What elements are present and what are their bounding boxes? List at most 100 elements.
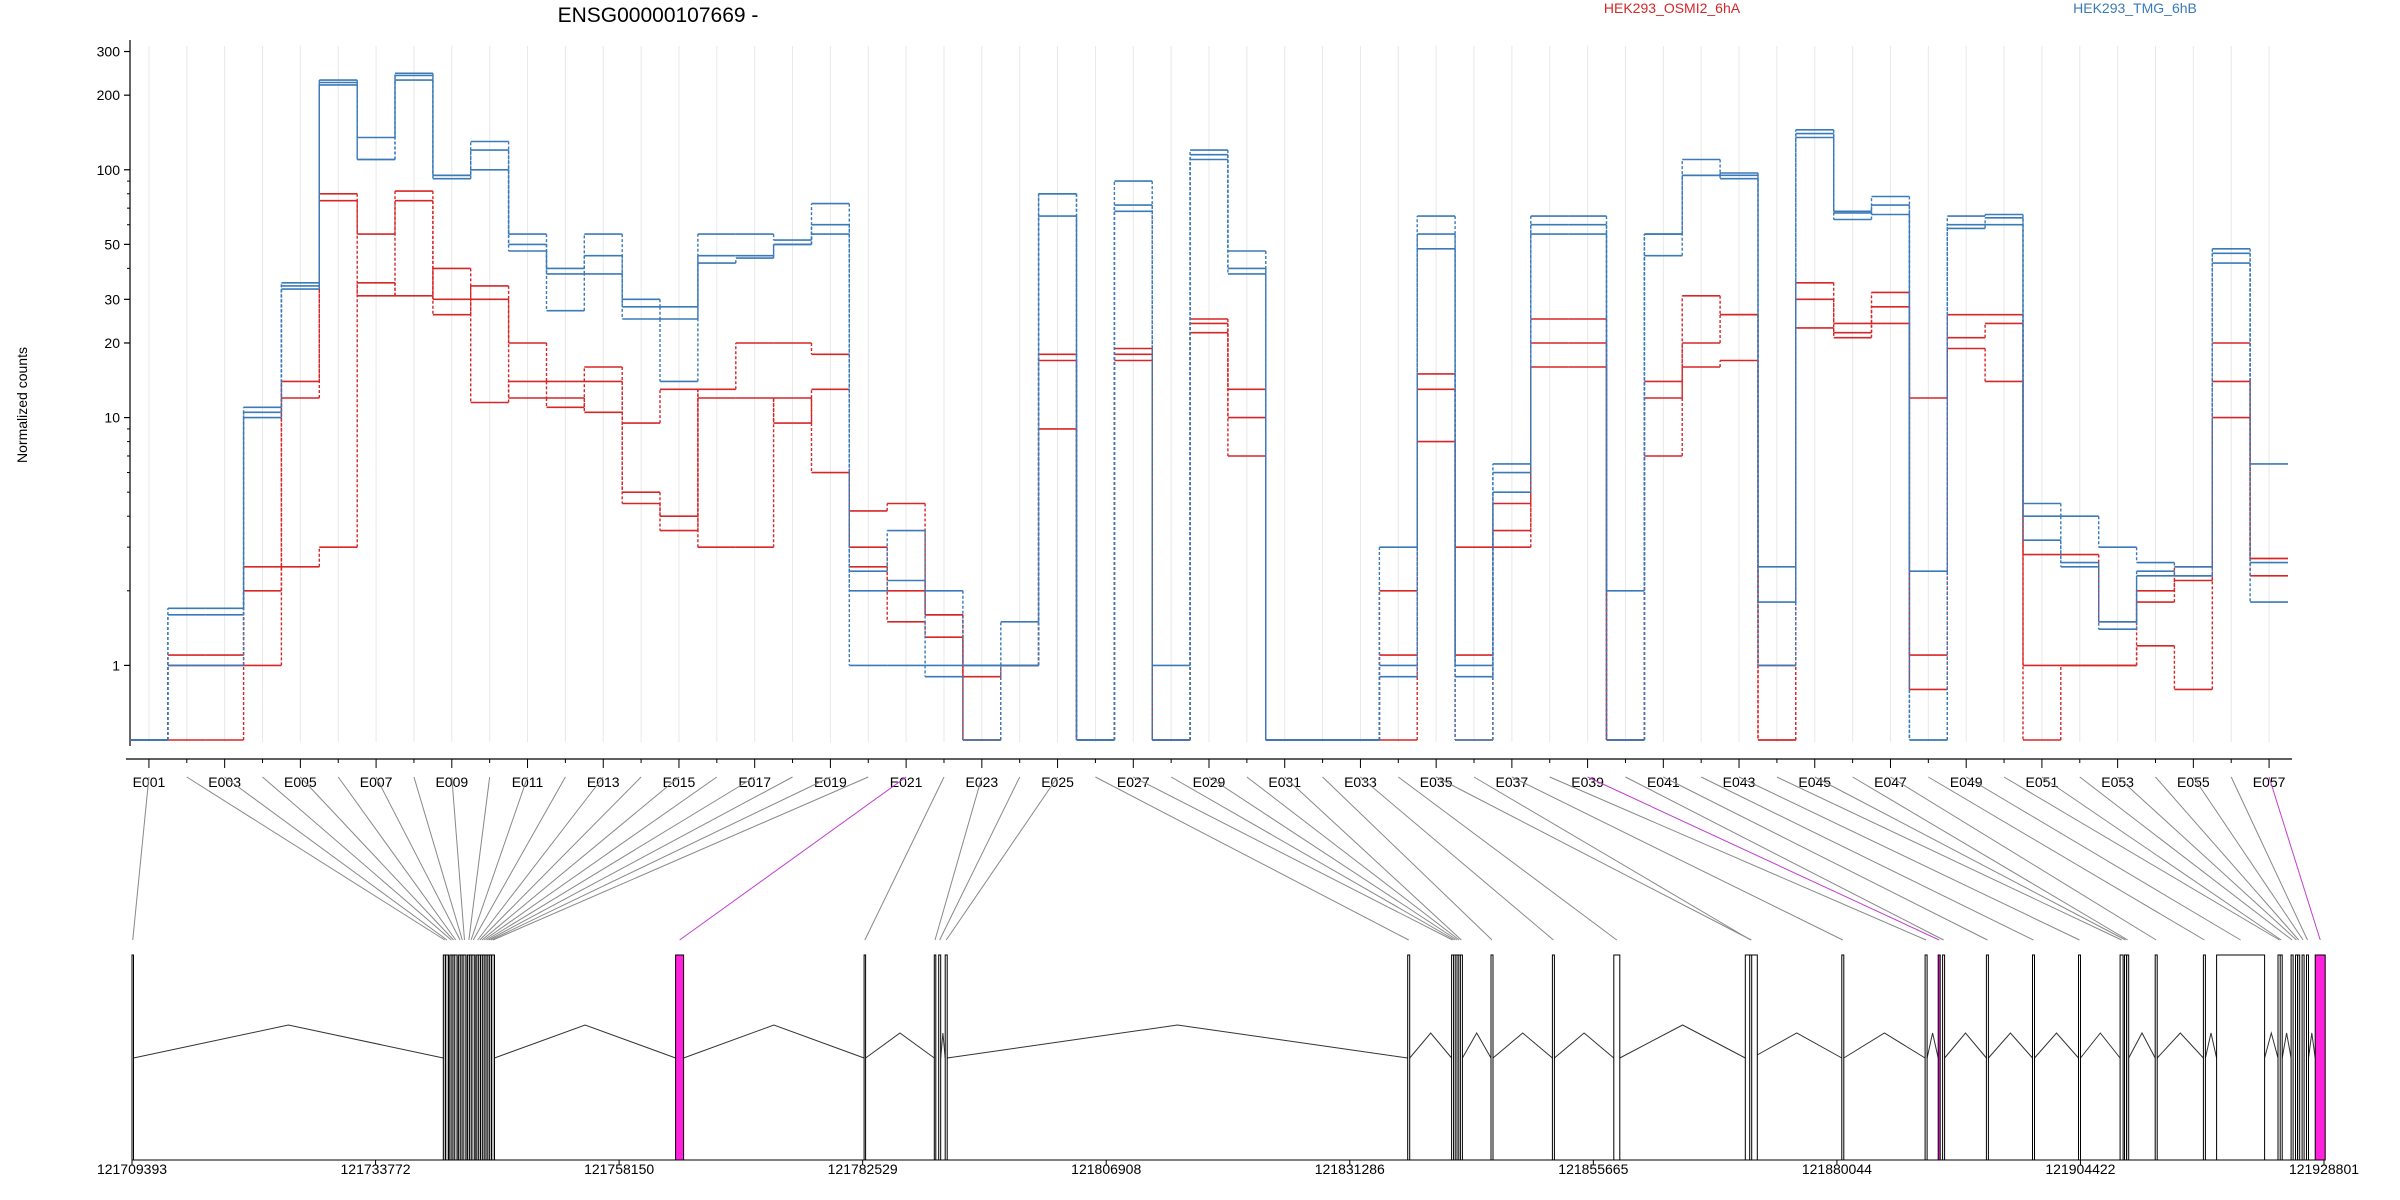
- genome-tick-label: 121806908: [1071, 1161, 1141, 1177]
- intron-line: [1944, 1032, 1987, 1059]
- exon-block: [471, 954, 476, 1161]
- connector-line: [1170, 776, 1456, 941]
- connector-line: [1133, 776, 1453, 941]
- intron-line: [940, 1032, 946, 1059]
- genome-tick-label: 121928801: [2289, 1161, 2359, 1177]
- connector-line: [262, 776, 452, 941]
- intron-line: [2204, 1032, 2218, 1059]
- x-tick-label: E013: [587, 774, 620, 790]
- exon-block: [1841, 954, 1845, 1161]
- connector-line: [2230, 776, 2308, 941]
- exon-block: [2119, 954, 2124, 1161]
- genome-axis: 121709393 121733772 121758150 121782529 1218…: [97, 1159, 2359, 1177]
- exon-block: [2279, 954, 2283, 1161]
- exon-block: [2126, 954, 2130, 1161]
- connector-line: [1397, 776, 1618, 941]
- x-tick-label: E051: [2026, 774, 2059, 790]
- exon-block: [453, 954, 458, 1161]
- exon-block: [2216, 954, 2266, 1161]
- connector-line: [477, 776, 604, 941]
- connector-line: [413, 776, 463, 941]
- intron-line: [2034, 1032, 2079, 1059]
- connector-line: [1663, 776, 1988, 941]
- exon-block: [1457, 954, 1461, 1161]
- intron-line: [1461, 1031, 1492, 1059]
- connector-line: [1473, 776, 1751, 941]
- connector-line: [1360, 776, 1554, 941]
- x-tick-label: E049: [1950, 774, 1983, 790]
- x-tick-label: E033: [1344, 774, 1377, 790]
- x-tick-label: E043: [1723, 774, 1756, 790]
- connector-line: [2117, 776, 2297, 941]
- connector-line: [472, 776, 566, 941]
- connector-line: [1095, 776, 1409, 941]
- intron-line: [1988, 1032, 2033, 1059]
- x-tick-label: E003: [208, 774, 241, 790]
- genome-tick-label: 121855665: [1558, 1161, 1628, 1177]
- legend-entry-tmg: HEK293_TMG_6hB: [2073, 0, 2197, 16]
- chart-title: ENSG00000107669 -: [558, 4, 759, 27]
- vertical-gridlines: [148, 46, 2270, 742]
- exon-block: [131, 954, 134, 1161]
- connector-line: [1814, 776, 2126, 941]
- y-axis: 300 200 100 50 30 20 10 1: [97, 40, 131, 746]
- connector-line: [2041, 776, 2282, 941]
- connector-line: [132, 776, 150, 941]
- exon-block: [1451, 954, 1455, 1161]
- connector-line: [1587, 776, 1940, 941]
- x-tick-label: E001: [133, 774, 166, 790]
- connector-line: [1965, 776, 2241, 941]
- x-tick-label: E041: [1647, 774, 1680, 790]
- exon-block: [1613, 954, 1621, 1161]
- exon-block: [675, 954, 685, 1161]
- exon-block: [2301, 954, 2305, 1161]
- connector-line: [679, 776, 907, 941]
- x-tick-label: E023: [965, 774, 998, 790]
- gene-model: [131, 954, 2326, 1161]
- exon-block: [462, 954, 467, 1161]
- exon-block: [944, 954, 948, 1161]
- x-tick-label: E045: [1798, 774, 1831, 790]
- genome-tick-label: 121709393: [97, 1161, 167, 1177]
- connector-line: [300, 776, 454, 941]
- intron-line: [1843, 1032, 1926, 1059]
- x-tick-label: E011: [512, 774, 544, 790]
- connector-line: [2079, 776, 2293, 941]
- intron-line: [2128, 1031, 2156, 1059]
- connector-line: [224, 776, 448, 941]
- connector-line: [1322, 776, 1493, 941]
- x-tick-label: E005: [284, 774, 317, 790]
- exon-block: [1985, 954, 1989, 1161]
- x-tick-label: E029: [1193, 774, 1226, 790]
- legend-entry-osmi2: HEK293_OSMI2_6hA: [1604, 0, 1741, 16]
- x-axis: E001 E003 E005 E007 E009 E011 E013 E015 E017 E019…: [126, 758, 2292, 790]
- exon-block: [1942, 954, 1946, 1161]
- exon-block: [2306, 954, 2309, 1161]
- y-tick-label: 1: [112, 657, 120, 673]
- connector-line: [1928, 776, 2205, 941]
- intron-line: [1926, 1032, 1939, 1059]
- connector-line: [1511, 776, 1843, 941]
- exon-block: [2290, 954, 2294, 1161]
- connector-line: [486, 776, 755, 941]
- intron-line: [494, 1024, 676, 1059]
- series-6: [130, 79, 2288, 741]
- intron-line: [865, 1032, 935, 1059]
- x-tick-label: E027: [1117, 774, 1150, 790]
- series-connector-path: [167, 80, 2251, 740]
- intron-line: [947, 1024, 1408, 1059]
- y-tick-label: 10: [104, 410, 120, 426]
- connector-line: [468, 776, 491, 941]
- genome-tick-label: 121733772: [341, 1161, 411, 1177]
- connector-line: [1776, 776, 2122, 941]
- connector-line: [490, 776, 831, 941]
- connector-line: [2155, 776, 2300, 941]
- x-tick-label: E007: [360, 774, 393, 790]
- x-tick-label: E055: [2177, 774, 2210, 790]
- connector-line: [934, 776, 983, 941]
- connector-line: [451, 776, 465, 941]
- connector-line: [2003, 776, 2280, 941]
- genome-tick-label: 121782529: [828, 1161, 898, 1177]
- x-tick-label: E039: [1571, 774, 1604, 790]
